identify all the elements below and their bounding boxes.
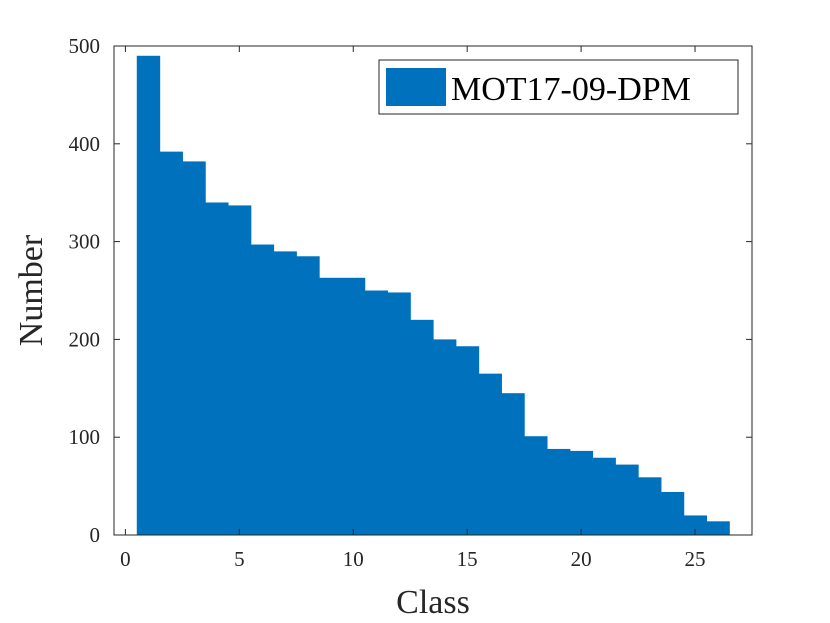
bar-class-17 [501,393,525,535]
bar-class-16 [478,373,502,535]
y-tick-label: 300 [69,230,101,254]
x-tick-label: 10 [343,547,364,571]
x-tick-label: 0 [120,547,131,571]
bar-class-6 [250,244,275,535]
y-tick-label: 500 [69,34,101,58]
bar-class-23 [638,477,662,535]
bar-class-13 [410,319,434,535]
bar-class-22 [615,464,639,535]
bar-class-20 [569,450,594,535]
y-tick-label: 400 [69,132,101,156]
bar-class-8 [296,256,320,535]
x-tick-label: 25 [685,547,706,571]
x-tick-label: 15 [457,547,478,571]
x-axis-label: Class [396,584,470,621]
bar-class-9 [319,277,343,535]
bar-class-5 [227,205,252,535]
bar-class-4 [205,202,229,536]
bar-class-21 [592,457,616,535]
legend: MOT17-09-DPM [378,59,739,115]
legend-label: MOT17-09-DPM [451,71,691,108]
x-tick-label: 20 [571,547,592,571]
plot-frame [113,45,753,536]
y-tick-label: 0 [90,523,101,547]
bar-class-2 [159,151,183,535]
bar-class-11 [364,290,389,535]
ticks-group: 0 5 10 15 20 25 0 100 200 300 400 500 [69,34,752,571]
bar-class-14 [433,339,457,535]
bar-class-12 [387,292,411,535]
bars-group [136,55,730,536]
bar-class-19 [546,448,571,535]
bar-class-3 [182,161,206,536]
y-tick-label: 100 [69,425,101,449]
bar-class-24 [660,491,685,535]
bar-class-10 [341,277,366,535]
y-axis-label: Number [13,234,50,346]
bar-class-26 [706,521,730,535]
bar-class-18 [524,436,548,535]
bar-class-1 [136,55,161,535]
y-tick-label: 200 [69,327,101,351]
x-tick-label: 5 [234,547,245,571]
legend-swatch [386,68,446,106]
bar-class-15 [455,346,480,535]
bar-class-7 [273,251,297,535]
bar-class-25 [683,515,708,535]
